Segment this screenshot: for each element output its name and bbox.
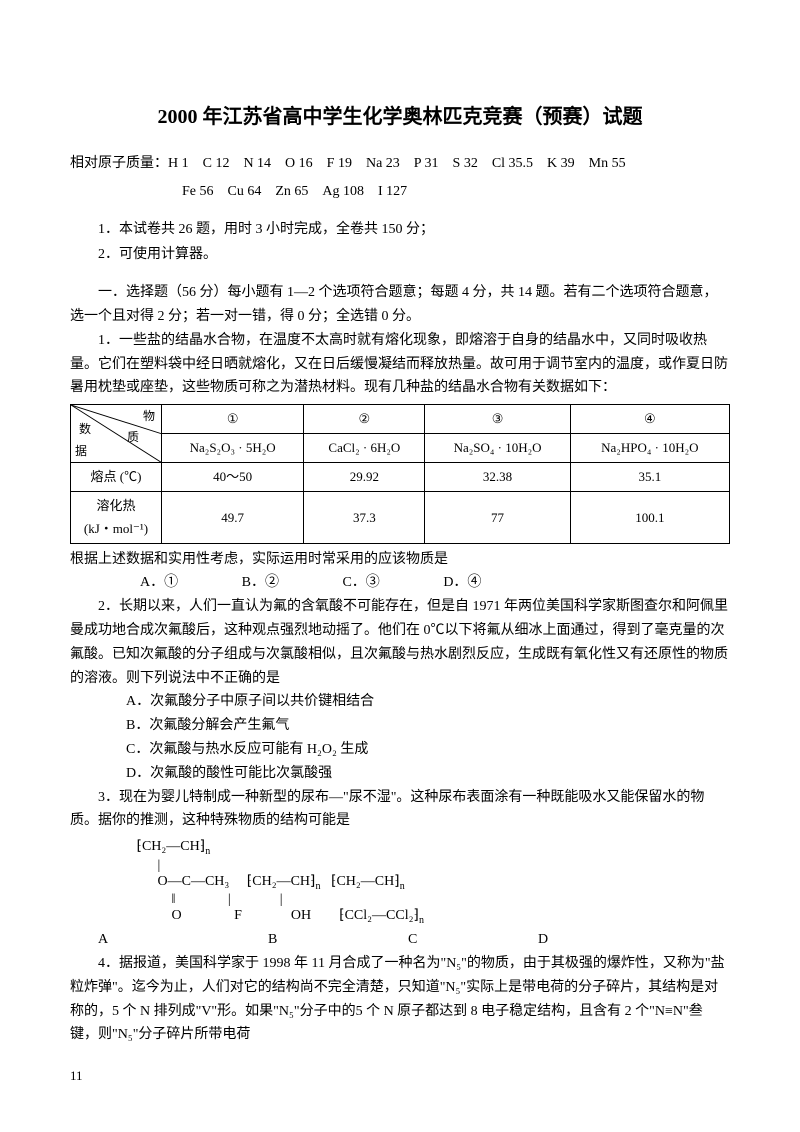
q3-c: C: [408, 928, 436, 952]
atomic-masses-line1: 相对原子质量：H 1 C 12 N 14 O 16 F 19 Na 23 P 3…: [70, 152, 730, 176]
q2-opt-d: D．次氟酸的酸性可能比次氯酸强: [70, 762, 730, 786]
diag-mid: 质: [127, 427, 139, 447]
col2-formula: CaCl₂ · 6H₂O: [304, 434, 425, 463]
q1-followup: 根据上述数据和实用性考虑，实际运用时常采用的应该物质是: [70, 548, 730, 572]
page-number: 11: [70, 1065, 730, 1087]
q2-text: 2．长期以来，人们一直认为氟的含氧酸不可能存在，但是自 1971 年两位美国科学…: [70, 595, 730, 690]
row2-label: 溶化热 (kJ・mol⁻¹): [71, 492, 162, 543]
q1-opt-c: C．③: [342, 571, 379, 595]
q1-opt-d: D．④: [443, 571, 481, 595]
q4-text: 4．据报道，美国科学家于 1998 年 11 月合成了一种名为"N₅"的物质，由…: [70, 952, 730, 1047]
q2-opt-b: B．次氟酸分解会产生氟气: [70, 714, 730, 738]
masses-label: 相对原子质量：: [70, 156, 168, 171]
col3-formula: Na₂SO₄ · 10H₂O: [425, 434, 570, 463]
q3-structures: ⁅CH₂—CH⁆n | O—C—CH₃ ⁅CH₂—CH⁆n ⁅CH₂—CH⁆n …: [126, 839, 730, 926]
q2-opt-c: C．次氟酸与热水反应可能有 H₂O₂ 生成: [70, 738, 730, 762]
r2-label-unit: (kJ・mol⁻¹): [75, 518, 157, 540]
col4-num: ④: [570, 405, 729, 434]
q1-opt-a: A．①: [140, 571, 178, 595]
r1c2: 29.92: [304, 463, 425, 492]
q1-table: 物 数 质 据 ① ② ③ ④ Na₂S₂O₃ · 5H₂O CaCl₂ · 6…: [70, 404, 730, 543]
q2-opt-a: A．次氟酸分子中原子间以共价键相结合: [70, 690, 730, 714]
row1-label: 熔点 (℃): [71, 463, 162, 492]
diag-top: 物: [143, 406, 155, 426]
table-diag-header: 物 数 质 据: [71, 405, 162, 463]
col1-num: ①: [162, 405, 304, 434]
r2-label-main: 溶化热: [75, 495, 157, 517]
section-1-heading: 一．选择题（56 分）每小题有 1—2 个选项符合题意；每题 4 分，共 14 …: [70, 281, 730, 329]
q1-text: 1．一些盐的结晶水合物，在温度不太高时就有熔化现象，即熔溶于自身的结晶水中，又同…: [70, 329, 730, 400]
instruction-1: 1．本试卷共 26 题，用时 3 小时完成，全卷共 150 分；: [70, 218, 730, 242]
r1c1: 40～50: [162, 463, 304, 492]
r2c3: 77: [425, 492, 570, 543]
q3-a: A: [98, 928, 126, 952]
atomic-masses-line2: Fe 56 Cu 64 Zn 65 Ag 108 I 127: [70, 180, 730, 204]
diag-sub: 数: [79, 419, 91, 439]
q3-option-labels: A B C D: [98, 928, 730, 952]
col3-num: ③: [425, 405, 570, 434]
q1-opt-b: B．②: [242, 571, 279, 595]
masses-values-1: H 1 C 12 N 14 O 16 F 19 Na 23 P 31 S 32 …: [168, 156, 626, 171]
r2c4: 100.1: [570, 492, 729, 543]
col1-formula: Na₂S₂O₃ · 5H₂O: [162, 434, 304, 463]
diag-bot: 据: [75, 441, 87, 461]
page-title: 2000 年江苏省高中学生化学奥林匹克竞赛（预赛）试题: [70, 100, 730, 134]
r1c4: 35.1: [570, 463, 729, 492]
r2c1: 49.7: [162, 492, 304, 543]
instruction-2: 2．可使用计算器。: [70, 243, 730, 267]
r2c2: 37.3: [304, 492, 425, 543]
q3-b: B: [268, 928, 296, 952]
col4-formula: Na₂HPO₄ · 10H₂O: [570, 434, 729, 463]
q3-text: 3．现在为婴儿特制成一种新型的尿布—"尿不湿"。这种尿布表面涂有一种既能吸水又能…: [70, 786, 730, 834]
col2-num: ②: [304, 405, 425, 434]
r1c3: 32.38: [425, 463, 570, 492]
q3-d: D: [538, 928, 566, 952]
q1-options: A．① B．② C．③ D．④: [70, 571, 730, 595]
